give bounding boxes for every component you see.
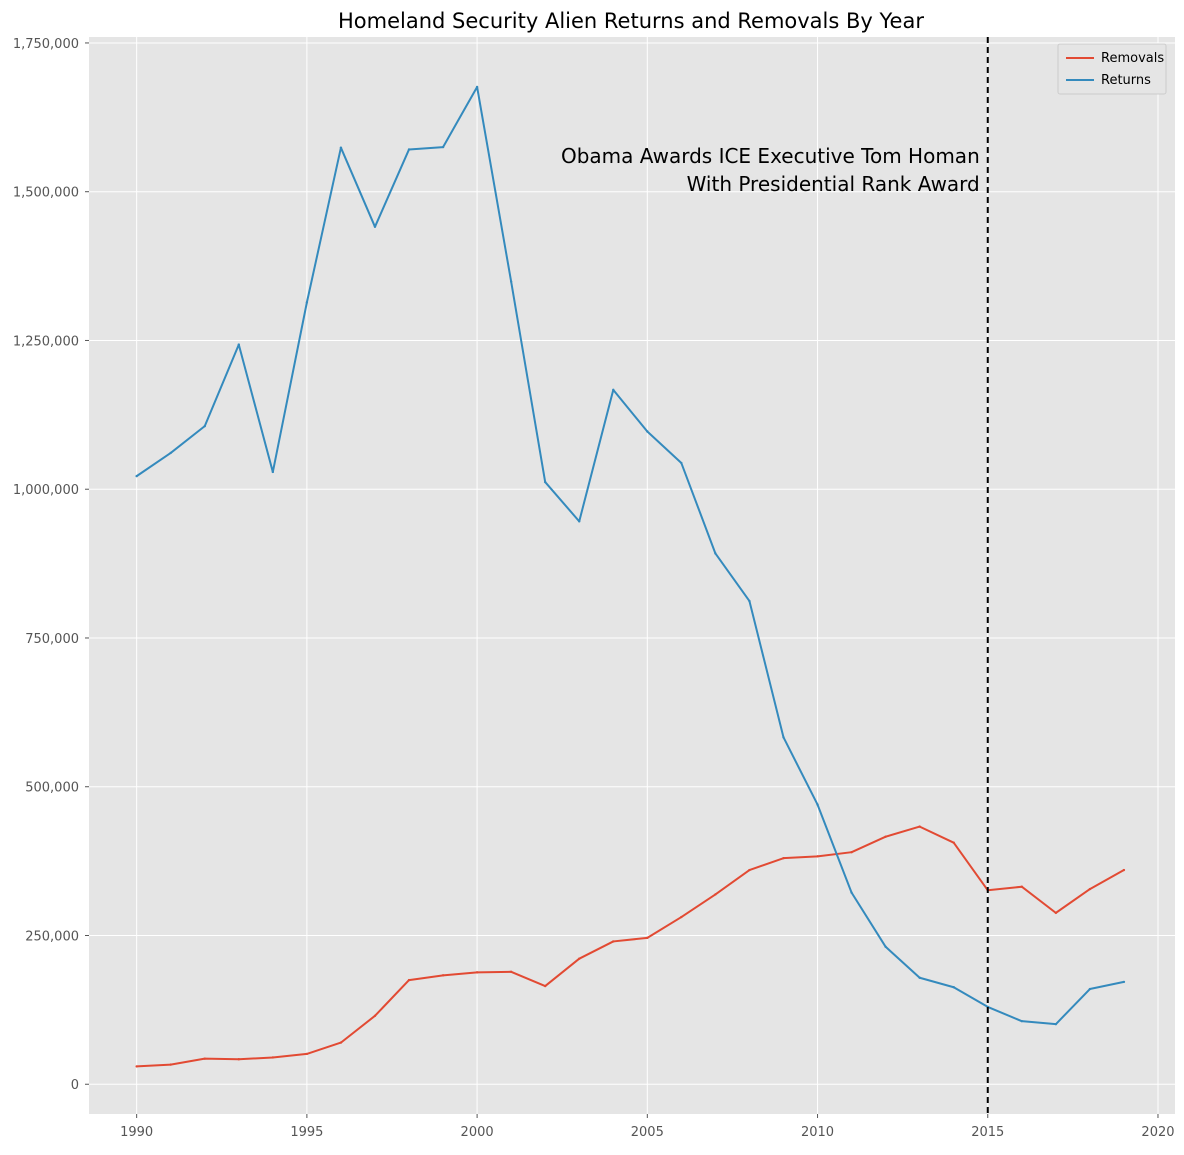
x-tick-label: 2020 bbox=[1141, 1125, 1174, 1140]
data-point-returns bbox=[884, 945, 887, 948]
data-point-returns bbox=[373, 225, 377, 229]
data-point-removals bbox=[237, 1058, 240, 1061]
data-point-returns bbox=[441, 145, 445, 149]
data-point-returns bbox=[1122, 980, 1126, 984]
data-point-removals bbox=[169, 1063, 172, 1066]
data-point-returns bbox=[816, 803, 819, 806]
data-point-removals bbox=[646, 936, 649, 940]
y-tick-label: 1,500,000 bbox=[13, 186, 79, 201]
data-point-removals bbox=[373, 1014, 377, 1018]
data-point-returns bbox=[714, 552, 717, 555]
data-point-removals bbox=[680, 915, 683, 919]
data-point-returns bbox=[578, 520, 581, 523]
data-point-returns bbox=[475, 85, 479, 89]
grid-lines bbox=[89, 37, 1175, 1114]
data-point-removals bbox=[203, 1057, 206, 1060]
data-point-removals bbox=[612, 940, 615, 943]
legend-label-removals: Removals bbox=[1101, 51, 1164, 66]
data-point-removals bbox=[305, 1052, 309, 1056]
data-point-removals bbox=[1020, 885, 1023, 888]
data-point-removals bbox=[339, 1041, 343, 1044]
data-point-returns bbox=[1088, 987, 1092, 991]
data-point-returns bbox=[612, 388, 615, 392]
data-point-returns bbox=[407, 148, 411, 151]
y-tick-label: 1,750,000 bbox=[13, 37, 79, 52]
series-layer bbox=[135, 85, 1126, 1068]
data-point-removals bbox=[748, 868, 751, 872]
plot-background bbox=[89, 37, 1175, 1114]
data-point-removals bbox=[1054, 911, 1058, 915]
data-point-returns bbox=[203, 424, 206, 428]
y-tick-label: 250,000 bbox=[25, 929, 79, 944]
data-point-returns bbox=[271, 470, 275, 474]
data-point-returns bbox=[305, 301, 309, 304]
data-point-removals bbox=[441, 974, 445, 977]
data-point-removals bbox=[1122, 868, 1126, 872]
legend-box bbox=[1057, 43, 1167, 95]
data-point-removals bbox=[509, 970, 513, 973]
data-point-removals bbox=[135, 1065, 138, 1068]
data-point-returns bbox=[748, 599, 751, 603]
data-point-removals bbox=[782, 856, 785, 860]
data-point-removals bbox=[407, 978, 411, 982]
data-point-returns bbox=[646, 430, 649, 433]
data-point-returns bbox=[339, 146, 343, 149]
y-tick-label: 1,000,000 bbox=[13, 483, 79, 498]
data-point-removals bbox=[714, 893, 717, 896]
series-line-returns bbox=[136, 85, 1125, 1026]
y-tick-label: 750,000 bbox=[25, 632, 79, 647]
y-tick-label: 1,250,000 bbox=[13, 334, 79, 349]
data-point-removals bbox=[475, 971, 479, 974]
data-point-returns bbox=[135, 474, 138, 478]
data-point-removals bbox=[578, 957, 581, 960]
x-tick-label: 1990 bbox=[120, 1125, 153, 1140]
data-point-returns bbox=[952, 986, 955, 989]
x-tick-label: 2005 bbox=[631, 1125, 664, 1140]
data-point-removals bbox=[884, 835, 887, 838]
series-line-removals bbox=[136, 825, 1125, 1068]
data-point-returns bbox=[1054, 1022, 1058, 1026]
x-tick-label: 2000 bbox=[461, 1125, 494, 1140]
data-point-returns bbox=[509, 280, 513, 283]
legend-label-returns: Returns bbox=[1101, 73, 1151, 88]
y-tick-label: 500,000 bbox=[25, 781, 79, 796]
data-point-returns bbox=[1020, 1019, 1023, 1023]
chart-title: Homeland Security Alien Returns and Remo… bbox=[338, 9, 924, 33]
data-point-removals bbox=[1088, 887, 1092, 891]
annotation-layer: Obama Awards ICE Executive Tom Homan With… bbox=[561, 37, 989, 1114]
data-point-removals bbox=[543, 984, 547, 988]
data-point-returns bbox=[918, 976, 921, 979]
data-point-returns bbox=[169, 451, 172, 455]
data-point-removals bbox=[952, 841, 955, 844]
y-axis: 0 250,000 500,000 750,000 1,000,000 1,250,000… bbox=[13, 37, 89, 1093]
x-axis: 1990 1995 2000 2005 2010 2015 2020 bbox=[120, 1114, 1175, 1140]
data-point-returns bbox=[680, 461, 683, 465]
x-tick-label: 2010 bbox=[801, 1125, 834, 1140]
data-point-removals bbox=[816, 855, 819, 858]
data-point-returns bbox=[782, 736, 785, 739]
data-point-returns bbox=[850, 891, 853, 894]
data-point-removals bbox=[918, 825, 921, 828]
x-tick-label: 2015 bbox=[971, 1125, 1004, 1140]
annotation-text-line: Obama Awards ICE Executive Tom Homan bbox=[561, 144, 980, 168]
legend: Removals Returns bbox=[1057, 43, 1167, 95]
y-tick-label: 0 bbox=[71, 1078, 79, 1093]
data-point-returns bbox=[543, 480, 547, 484]
annotation-text-line: With Presidential Rank Award bbox=[687, 172, 980, 196]
data-point-removals bbox=[850, 850, 853, 854]
data-point-removals bbox=[271, 1056, 275, 1059]
x-tick-label: 1995 bbox=[290, 1125, 323, 1140]
data-point-returns bbox=[237, 343, 240, 346]
